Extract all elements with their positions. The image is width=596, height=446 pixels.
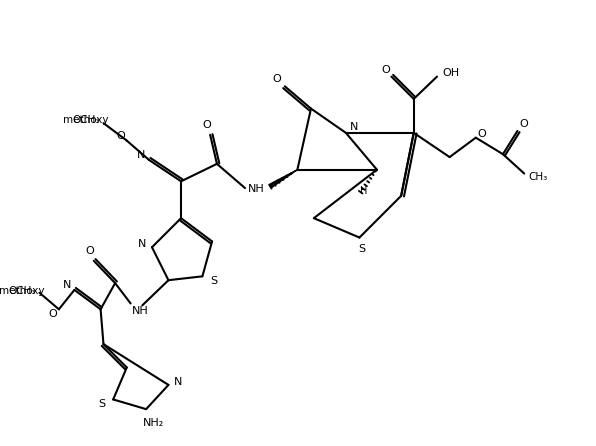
Text: S: S [98,399,105,409]
Text: NH₂: NH₂ [143,418,164,428]
Text: methoxy: methoxy [63,115,109,125]
Text: OCH₃: OCH₃ [8,286,36,296]
Text: O: O [272,74,281,83]
Text: S: S [210,276,218,286]
Text: O: O [117,131,125,141]
Text: O: O [477,129,486,139]
Text: NH: NH [132,306,149,316]
Text: N: N [349,122,358,132]
Polygon shape [269,169,297,188]
Text: N: N [63,280,71,290]
Text: CH₃: CH₃ [528,173,548,182]
Text: O: O [381,65,390,75]
Text: OH: OH [442,68,459,78]
Text: O: O [49,309,57,319]
Text: O: O [86,246,94,256]
Text: NH: NH [249,184,265,194]
Text: N: N [138,240,147,249]
Text: N: N [174,377,182,387]
Text: N: N [137,150,145,160]
Text: OCH₃: OCH₃ [72,115,100,125]
Text: S: S [358,244,365,254]
Text: O: O [202,120,210,130]
Text: H: H [359,186,367,196]
Text: methoxy: methoxy [0,286,45,296]
Text: O: O [519,119,527,129]
